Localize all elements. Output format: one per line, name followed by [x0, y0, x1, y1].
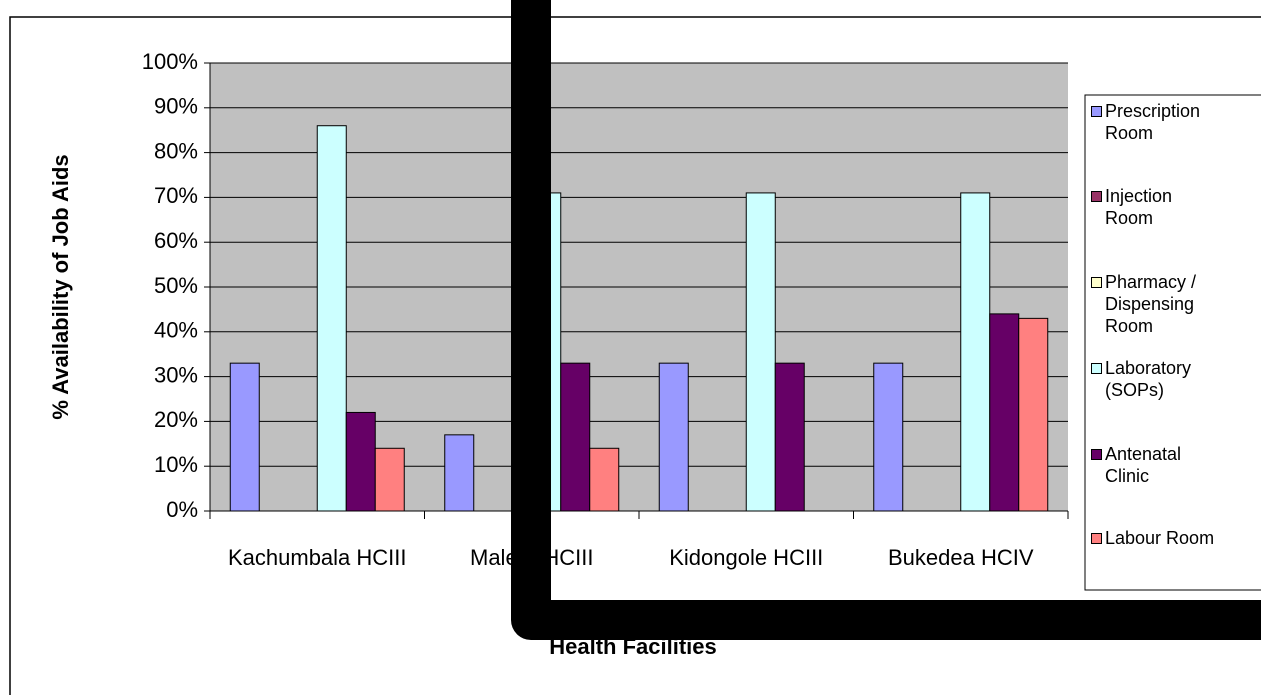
- legend-swatch: [1091, 533, 1102, 544]
- bar: [774, 362, 805, 512]
- legend-entry: Labour Room: [1091, 527, 1256, 549]
- bar: [658, 362, 689, 512]
- legend-entry: Antenatal Clinic: [1091, 443, 1256, 487]
- y-tick-label: 30%: [154, 362, 198, 387]
- legend-entry: Pharmacy / Dispensing Room: [1091, 271, 1256, 337]
- x-tick-label: Bukedea HCIV: [887, 545, 1034, 570]
- legend-swatch: [1091, 106, 1102, 117]
- bar: [873, 362, 904, 512]
- bar: [345, 411, 376, 512]
- x-tick-label: Kidongole HCIII: [669, 545, 824, 570]
- legend-label: Prescription Room: [1105, 101, 1201, 143]
- legend-label: Antenatal Clinic: [1105, 444, 1182, 486]
- legend-label: Injection Room: [1105, 186, 1173, 228]
- legend-label: Laboratory (SOPs): [1105, 358, 1192, 400]
- legend-label: Labour Room: [1105, 528, 1215, 548]
- y-tick-label: 90%: [154, 94, 198, 119]
- y-tick-label: 0%: [166, 497, 198, 522]
- bar: [444, 434, 475, 512]
- y-tick-label: 10%: [154, 452, 198, 477]
- bar: [960, 192, 991, 512]
- y-tick-label: 80%: [154, 138, 198, 163]
- legend-entry: Injection Room: [1091, 185, 1256, 229]
- bar: [745, 192, 776, 512]
- legend-swatch: [1091, 363, 1102, 374]
- bar: [316, 125, 347, 512]
- x-tick-label: Kachumbala HCIII: [227, 545, 407, 570]
- legend-swatch: [1091, 277, 1102, 288]
- y-tick-label: 20%: [154, 407, 198, 432]
- bar: [1018, 317, 1049, 512]
- y-tick-label: 40%: [154, 318, 198, 343]
- legend-swatch: [1091, 191, 1102, 202]
- bar: [229, 362, 260, 512]
- y-tick-label: 60%: [154, 228, 198, 253]
- y-tick-label: 50%: [154, 273, 198, 298]
- legend-entry: Prescription Room: [1091, 100, 1256, 144]
- bar: [560, 362, 591, 512]
- bar: [374, 447, 405, 512]
- legend-frame: [1084, 94, 1261, 591]
- bar: [589, 447, 620, 512]
- legend-swatch: [1091, 449, 1102, 460]
- y-tick-label: 100%: [142, 49, 198, 74]
- legend-label: Pharmacy / Dispensing Room: [1105, 272, 1197, 336]
- y-axis-title: % Availability of Job Aids: [48, 154, 73, 419]
- legend-entry: Laboratory (SOPs): [1091, 357, 1256, 401]
- black-overlay: [511, 0, 1261, 640]
- y-tick-label: 70%: [154, 183, 198, 208]
